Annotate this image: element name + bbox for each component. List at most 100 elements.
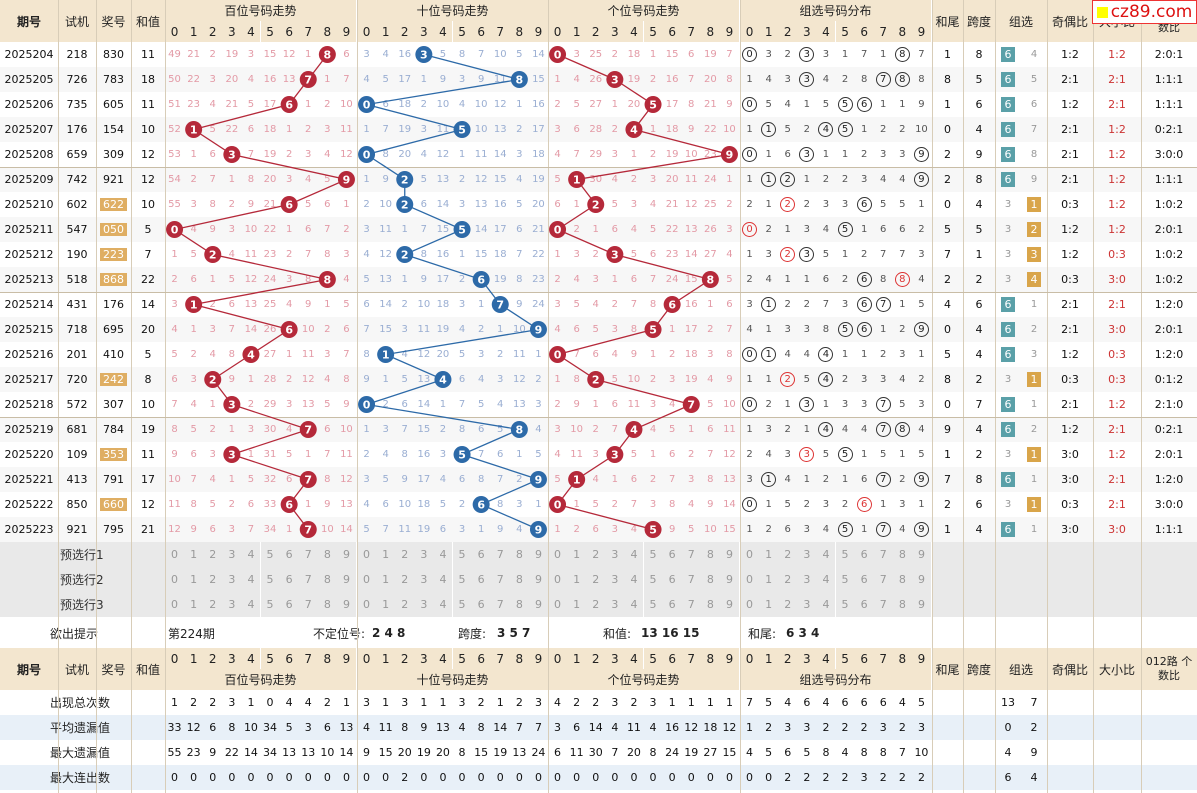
- preselect-hun-8[interactable]: 8: [317, 592, 337, 617]
- preselect-ten-6[interactable]: 6: [471, 592, 491, 617]
- preselect-hun-7[interactable]: 7: [298, 592, 318, 617]
- preselect-grp-7[interactable]: 7: [873, 567, 893, 592]
- preselect-one-5[interactable]: 5: [643, 567, 663, 592]
- preselect-one-6[interactable]: 6: [662, 592, 682, 617]
- preselect-grp-8[interactable]: 8: [892, 542, 912, 567]
- preselect-hun-5[interactable]: 5: [260, 542, 280, 567]
- preselect-one-2[interactable]: 2: [586, 567, 606, 592]
- preselect-hun-5[interactable]: 5: [260, 567, 280, 592]
- preselect-hun-0[interactable]: 0: [165, 542, 185, 567]
- preselect-one-3[interactable]: 3: [605, 567, 625, 592]
- preselect-grp-3[interactable]: 3: [797, 592, 817, 617]
- preselect-hun-4[interactable]: 4: [241, 567, 261, 592]
- preselect-ten-2[interactable]: 2: [395, 567, 415, 592]
- preselect-hun-6[interactable]: 6: [279, 592, 299, 617]
- preselect-grp-5[interactable]: 5: [835, 567, 855, 592]
- preselect-hun-1[interactable]: 1: [184, 542, 204, 567]
- preselect-one-9[interactable]: 9: [719, 567, 739, 592]
- preselect-ten-2[interactable]: 2: [395, 542, 415, 567]
- preselect-one-0[interactable]: 0: [548, 542, 568, 567]
- preselect-hun-7[interactable]: 7: [298, 542, 318, 567]
- preselect-hun-0[interactable]: 0: [165, 592, 185, 617]
- preselect-one-7[interactable]: 7: [681, 592, 701, 617]
- preselect-ten-5[interactable]: 5: [452, 542, 472, 567]
- preselect-grp-4[interactable]: 4: [816, 567, 836, 592]
- preselect-grp-0[interactable]: 0: [740, 567, 760, 592]
- preselect-one-6[interactable]: 6: [662, 542, 682, 567]
- preselect-grp-0[interactable]: 0: [740, 592, 760, 617]
- preselect-ten-9[interactable]: 9: [528, 592, 548, 617]
- preselect-grp-9[interactable]: 9: [911, 542, 931, 567]
- preselect-ten-7[interactable]: 7: [490, 592, 510, 617]
- preselect-one-8[interactable]: 8: [700, 567, 720, 592]
- preselect-ten-8[interactable]: 8: [509, 542, 529, 567]
- preselect-one-6[interactable]: 6: [662, 567, 682, 592]
- preselect-grp-6[interactable]: 6: [854, 542, 874, 567]
- preselect-ten-0[interactable]: 0: [357, 542, 377, 567]
- preselect-one-0[interactable]: 0: [548, 567, 568, 592]
- top-period-header[interactable]: 期号: [0, 0, 58, 42]
- preselect-ten-0[interactable]: 0: [357, 592, 377, 617]
- preselect-grp-4[interactable]: 4: [816, 592, 836, 617]
- preselect-ten-9[interactable]: 9: [528, 567, 548, 592]
- preselect-one-1[interactable]: 1: [567, 542, 587, 567]
- preselect-ten-6[interactable]: 6: [471, 542, 491, 567]
- preselect-one-5[interactable]: 5: [643, 542, 663, 567]
- preselect-grp-3[interactable]: 3: [797, 567, 817, 592]
- preselect-ten-9[interactable]: 9: [528, 542, 548, 567]
- preselect-grp-7[interactable]: 7: [873, 592, 893, 617]
- preselect-grp-2[interactable]: 2: [778, 567, 798, 592]
- preselect-hun-6[interactable]: 6: [279, 542, 299, 567]
- preselect-ten-1[interactable]: 1: [376, 542, 396, 567]
- preselect-one-7[interactable]: 7: [681, 567, 701, 592]
- preselect-ten-8[interactable]: 8: [509, 592, 529, 617]
- preselect-grp-8[interactable]: 8: [892, 592, 912, 617]
- preselect-hun-4[interactable]: 4: [241, 542, 261, 567]
- preselect-grp-9[interactable]: 9: [911, 592, 931, 617]
- preselect-one-9[interactable]: 9: [719, 542, 739, 567]
- preselect-one-5[interactable]: 5: [643, 592, 663, 617]
- preselect-ten-7[interactable]: 7: [490, 567, 510, 592]
- preselect-one-2[interactable]: 2: [586, 542, 606, 567]
- preselect-hun-8[interactable]: 8: [317, 542, 337, 567]
- preselect-one-1[interactable]: 1: [567, 567, 587, 592]
- preselect-ten-5[interactable]: 5: [452, 592, 472, 617]
- preselect-ten-7[interactable]: 7: [490, 542, 510, 567]
- preselect-hun-1[interactable]: 1: [184, 592, 204, 617]
- preselect-hun-7[interactable]: 7: [298, 567, 318, 592]
- preselect-hun-0[interactable]: 0: [165, 567, 185, 592]
- preselect-ten-4[interactable]: 4: [433, 567, 453, 592]
- preselect-ten-3[interactable]: 3: [414, 542, 434, 567]
- preselect-hun-1[interactable]: 1: [184, 567, 204, 592]
- preselect-hun-4[interactable]: 4: [241, 592, 261, 617]
- preselect-grp-1[interactable]: 1: [759, 592, 779, 617]
- preselect-hun-2[interactable]: 2: [203, 542, 223, 567]
- preselect-one-8[interactable]: 8: [700, 542, 720, 567]
- preselect-grp-9[interactable]: 9: [911, 567, 931, 592]
- preselect-hun-3[interactable]: 3: [222, 542, 242, 567]
- preselect-ten-2[interactable]: 2: [395, 592, 415, 617]
- bottom-period-header[interactable]: 期号: [0, 648, 58, 690]
- preselect-ten-3[interactable]: 3: [414, 592, 434, 617]
- preselect-hun-9[interactable]: 9: [336, 567, 356, 592]
- preselect-hun-8[interactable]: 8: [317, 567, 337, 592]
- preselect-hun-9[interactable]: 9: [336, 542, 356, 567]
- preselect-grp-7[interactable]: 7: [873, 542, 893, 567]
- preselect-grp-6[interactable]: 6: [854, 592, 874, 617]
- preselect-one-7[interactable]: 7: [681, 542, 701, 567]
- preselect-one-2[interactable]: 2: [586, 592, 606, 617]
- preselect-one-3[interactable]: 3: [605, 542, 625, 567]
- preselect-ten-6[interactable]: 6: [471, 567, 491, 592]
- preselect-hun-3[interactable]: 3: [222, 592, 242, 617]
- preselect-one-0[interactable]: 0: [548, 592, 568, 617]
- site-logo[interactable]: cz89.com: [1092, 0, 1197, 24]
- preselect-one-3[interactable]: 3: [605, 592, 625, 617]
- preselect-hun-2[interactable]: 2: [203, 592, 223, 617]
- preselect-grp-5[interactable]: 5: [835, 542, 855, 567]
- preselect-one-4[interactable]: 4: [624, 542, 644, 567]
- preselect-one-9[interactable]: 9: [719, 592, 739, 617]
- preselect-ten-4[interactable]: 4: [433, 542, 453, 567]
- preselect-grp-3[interactable]: 3: [797, 542, 817, 567]
- preselect-grp-1[interactable]: 1: [759, 542, 779, 567]
- preselect-grp-1[interactable]: 1: [759, 567, 779, 592]
